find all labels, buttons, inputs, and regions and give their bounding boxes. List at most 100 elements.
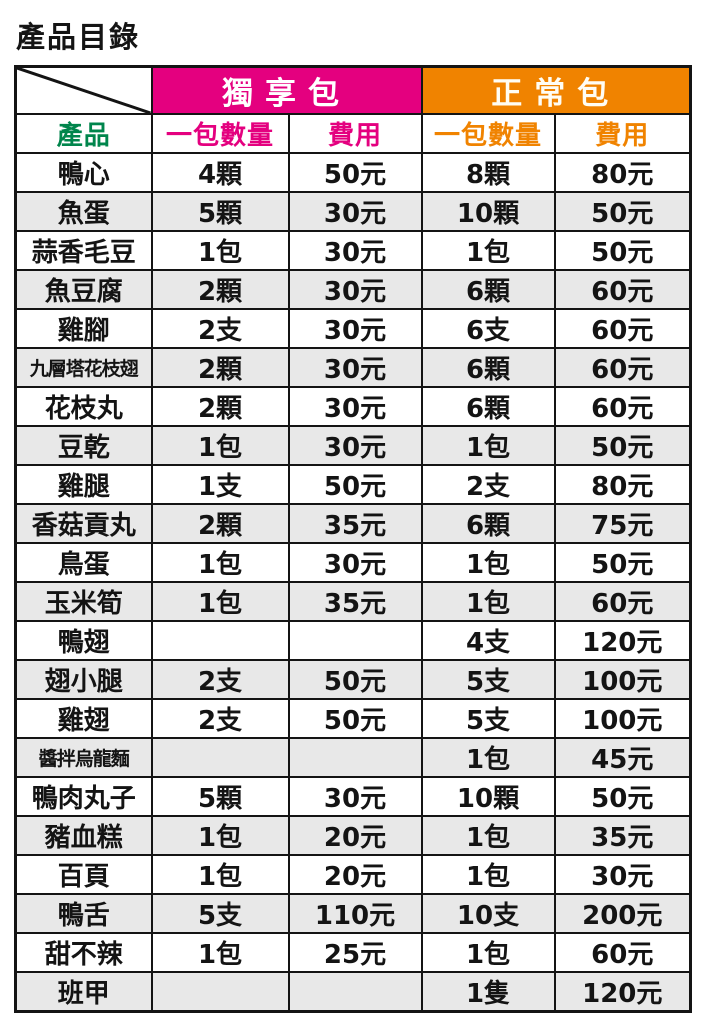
solo-qty-cell: 2顆 <box>150 347 290 388</box>
normal-qty-cell: 1包 <box>420 737 556 778</box>
column-header-solo-price: 費用 <box>287 113 423 154</box>
solo-qty-cell <box>150 620 290 661</box>
normal-qty-cell: 10顆 <box>420 776 556 817</box>
normal-qty-cell: 1包 <box>420 542 556 583</box>
table-row: 鴨舌 5支 110元 10支 200元 <box>14 893 692 934</box>
product-name-cell: 翅小腿 <box>14 659 153 700</box>
table-row: 香菇貢丸 2顆 35元 6顆 75元 <box>14 503 692 544</box>
solo-qty-cell: 5顆 <box>150 191 290 232</box>
product-name-cell: 雞腳 <box>14 308 153 349</box>
group-header-solo-pack: 獨享包 <box>150 65 423 115</box>
solo-qty-cell: 2支 <box>150 698 290 739</box>
column-header-normal-qty: 一包數量 <box>420 113 556 154</box>
table-row: 鴨肉丸子 5顆 30元 10顆 50元 <box>14 776 692 817</box>
table-row: 鴨翅 4支 120元 <box>14 620 692 661</box>
column-header-row: 產品 一包數量 費用 一包數量 費用 <box>14 113 692 154</box>
solo-price-cell: 30元 <box>287 425 423 466</box>
diagonal-cell <box>14 65 153 115</box>
normal-price-cell: 120元 <box>553 620 692 661</box>
normal-price-cell: 35元 <box>553 815 692 856</box>
normal-price-cell: 100元 <box>553 698 692 739</box>
normal-qty-cell: 6顆 <box>420 269 556 310</box>
solo-price-cell: 30元 <box>287 308 423 349</box>
table-row: 豬血糕 1包 20元 1包 35元 <box>14 815 692 856</box>
product-name-cell: 醬拌烏龍麵 <box>14 737 153 778</box>
normal-qty-cell: 8顆 <box>420 152 556 193</box>
product-name-cell: 鴨肉丸子 <box>14 776 153 817</box>
product-name-cell: 蒜香毛豆 <box>14 230 153 271</box>
normal-price-cell: 60元 <box>553 308 692 349</box>
table-row: 魚豆腐 2顆 30元 6顆 60元 <box>14 269 692 310</box>
normal-price-cell: 45元 <box>553 737 692 778</box>
table-row: 鳥蛋 1包 30元 1包 50元 <box>14 542 692 583</box>
normal-qty-cell: 10支 <box>420 893 556 934</box>
normal-qty-cell: 6顆 <box>420 503 556 544</box>
table-row: 甜不辣 1包 25元 1包 60元 <box>14 932 692 973</box>
normal-price-cell: 100元 <box>553 659 692 700</box>
solo-qty-cell: 1包 <box>150 854 290 895</box>
column-header-product: 產品 <box>14 113 153 154</box>
normal-qty-cell: 10顆 <box>420 191 556 232</box>
normal-price-cell: 60元 <box>553 581 692 622</box>
solo-price-cell: 50元 <box>287 152 423 193</box>
normal-qty-cell: 5支 <box>420 659 556 700</box>
normal-price-cell: 75元 <box>553 503 692 544</box>
solo-price-cell <box>287 737 423 778</box>
solo-price-cell: 35元 <box>287 503 423 544</box>
normal-price-cell: 60元 <box>553 386 692 427</box>
normal-price-cell: 50元 <box>553 542 692 583</box>
solo-qty-cell: 2支 <box>150 659 290 700</box>
table-row: 花枝丸 2顆 30元 6顆 60元 <box>14 386 692 427</box>
table-row: 鴨心 4顆 50元 8顆 80元 <box>14 152 692 193</box>
normal-price-cell: 80元 <box>553 152 692 193</box>
solo-price-cell: 30元 <box>287 776 423 817</box>
solo-price-cell <box>287 971 423 1013</box>
table-row: 班甲 1隻 120元 <box>14 971 692 1013</box>
product-name-cell: 花枝丸 <box>14 386 153 427</box>
product-name-cell: 甜不辣 <box>14 932 153 973</box>
solo-qty-cell <box>150 737 290 778</box>
product-name-cell: 玉米筍 <box>14 581 153 622</box>
column-header-solo-qty: 一包數量 <box>150 113 290 154</box>
solo-qty-cell: 5顆 <box>150 776 290 817</box>
normal-qty-cell: 1包 <box>420 581 556 622</box>
table-row: 魚蛋 5顆 30元 10顆 50元 <box>14 191 692 232</box>
group-header-row: 獨享包 正常包 <box>14 65 692 115</box>
product-name-cell: 豬血糕 <box>14 815 153 856</box>
solo-qty-cell: 2顆 <box>150 503 290 544</box>
group-header-normal-pack: 正常包 <box>420 65 692 115</box>
normal-price-cell: 50元 <box>553 776 692 817</box>
table-row: 九層塔花枝翅 2顆 30元 6顆 60元 <box>14 347 692 388</box>
normal-qty-cell: 1包 <box>420 815 556 856</box>
normal-qty-cell: 5支 <box>420 698 556 739</box>
solo-qty-cell: 1包 <box>150 230 290 271</box>
solo-price-cell: 30元 <box>287 269 423 310</box>
normal-price-cell: 50元 <box>553 230 692 271</box>
normal-qty-cell: 4支 <box>420 620 556 661</box>
normal-price-cell: 60元 <box>553 347 692 388</box>
solo-price-cell: 50元 <box>287 659 423 700</box>
normal-price-cell: 30元 <box>553 854 692 895</box>
normal-qty-cell: 6顆 <box>420 386 556 427</box>
product-name-cell: 魚蛋 <box>14 191 153 232</box>
product-price-table: 獨享包 正常包 產品 一包數量 費用 一包數量 費用 鴨心 4顆 50元 8顆 80元魚… <box>14 65 692 1013</box>
product-name-cell: 雞翅 <box>14 698 153 739</box>
solo-qty-cell: 2支 <box>150 308 290 349</box>
solo-qty-cell: 1包 <box>150 425 290 466</box>
solo-price-cell: 20元 <box>287 815 423 856</box>
solo-price-cell: 20元 <box>287 854 423 895</box>
product-table-body: 鴨心 4顆 50元 8顆 80元 魚蛋 5顆 30元 10顆 50元 蒜香毛豆 1包 30元 1包 50元魚… <box>14 152 692 1013</box>
product-name-cell: 雞腿 <box>14 464 153 505</box>
normal-qty-cell: 1包 <box>420 425 556 466</box>
normal-qty-cell: 2支 <box>420 464 556 505</box>
product-name-cell: 九層塔花枝翅 <box>14 347 153 388</box>
product-name-cell: 香菇貢丸 <box>14 503 153 544</box>
normal-price-cell: 200元 <box>553 893 692 934</box>
solo-price-cell: 50元 <box>287 698 423 739</box>
table-row: 雞腿 1支 50元 2支 80元 <box>14 464 692 505</box>
product-name-cell: 鴨心 <box>14 152 153 193</box>
product-name-cell: 豆乾 <box>14 425 153 466</box>
solo-qty-cell: 5支 <box>150 893 290 934</box>
normal-qty-cell: 1包 <box>420 230 556 271</box>
normal-price-cell: 60元 <box>553 932 692 973</box>
